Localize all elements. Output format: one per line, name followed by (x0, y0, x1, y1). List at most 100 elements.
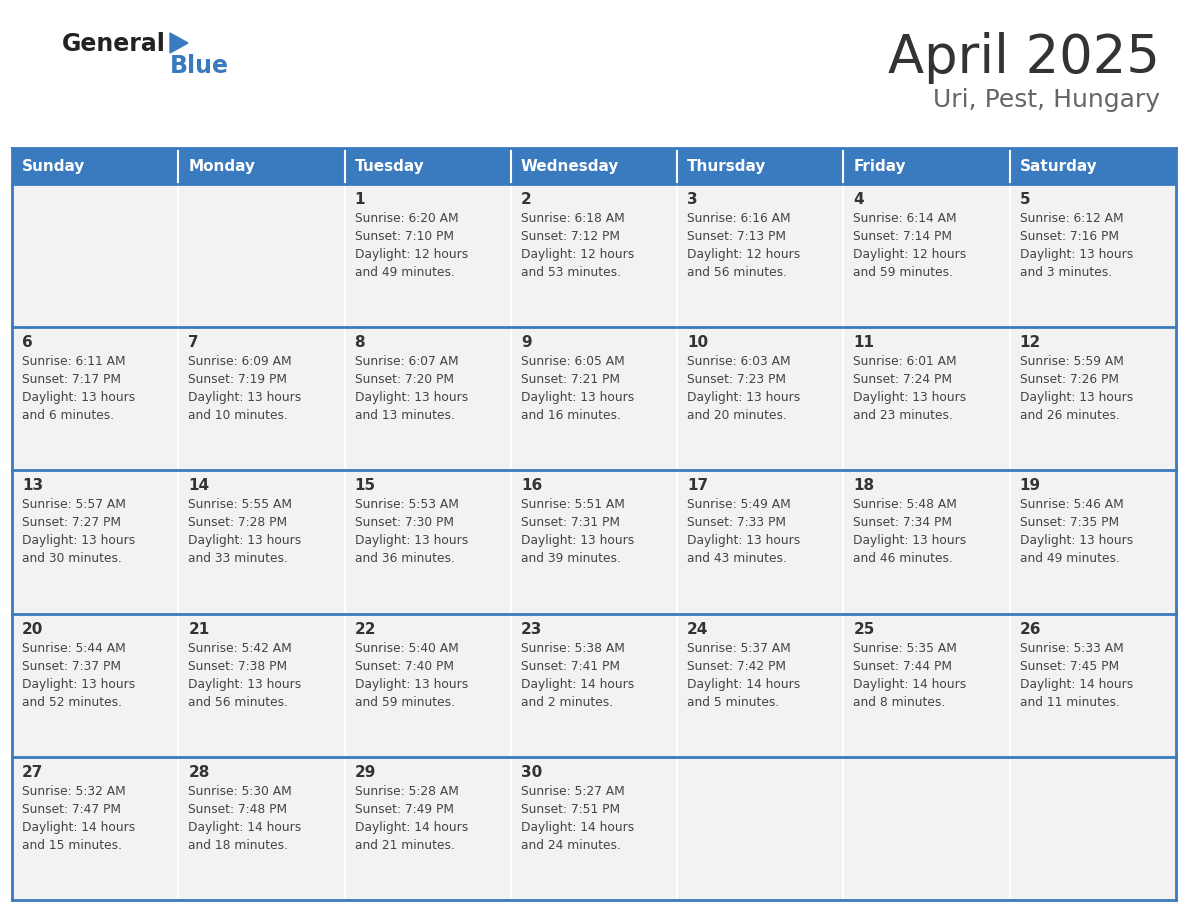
FancyBboxPatch shape (345, 470, 511, 613)
Text: 22: 22 (354, 621, 377, 636)
Text: and 43 minutes.: and 43 minutes. (687, 553, 786, 565)
Text: 14: 14 (188, 478, 209, 493)
Text: Sunset: 7:10 PM: Sunset: 7:10 PM (354, 230, 454, 243)
Polygon shape (170, 33, 188, 53)
FancyBboxPatch shape (178, 184, 345, 327)
Text: 25: 25 (853, 621, 874, 636)
Text: Sunset: 7:34 PM: Sunset: 7:34 PM (853, 517, 953, 530)
Text: Sunset: 7:14 PM: Sunset: 7:14 PM (853, 230, 953, 243)
Text: 13: 13 (23, 478, 43, 493)
Text: Daylight: 12 hours: Daylight: 12 hours (354, 248, 468, 261)
Text: Sunrise: 5:46 AM: Sunrise: 5:46 AM (1019, 498, 1124, 511)
Text: and 59 minutes.: and 59 minutes. (853, 266, 954, 279)
Text: and 52 minutes.: and 52 minutes. (23, 696, 122, 709)
FancyBboxPatch shape (511, 470, 677, 613)
Text: Sunrise: 5:35 AM: Sunrise: 5:35 AM (853, 642, 958, 655)
Text: 27: 27 (23, 765, 44, 779)
FancyBboxPatch shape (843, 613, 1010, 756)
Text: Sunset: 7:27 PM: Sunset: 7:27 PM (23, 517, 121, 530)
Text: Sunrise: 6:14 AM: Sunrise: 6:14 AM (853, 212, 958, 225)
Text: and 16 minutes.: and 16 minutes. (520, 409, 621, 422)
FancyBboxPatch shape (677, 756, 843, 900)
Text: Daylight: 13 hours: Daylight: 13 hours (520, 391, 634, 404)
FancyBboxPatch shape (345, 756, 511, 900)
Text: 23: 23 (520, 621, 542, 636)
Text: Sunrise: 5:53 AM: Sunrise: 5:53 AM (354, 498, 459, 511)
Text: Daylight: 14 hours: Daylight: 14 hours (520, 677, 634, 690)
Text: 24: 24 (687, 621, 708, 636)
Text: Daylight: 13 hours: Daylight: 13 hours (23, 534, 135, 547)
Text: Daylight: 13 hours: Daylight: 13 hours (1019, 534, 1133, 547)
Text: Thursday: Thursday (687, 159, 766, 174)
FancyBboxPatch shape (178, 470, 345, 613)
FancyBboxPatch shape (345, 613, 511, 756)
Text: and 56 minutes.: and 56 minutes. (188, 696, 289, 709)
Text: Daylight: 14 hours: Daylight: 14 hours (188, 821, 302, 834)
Text: Wednesday: Wednesday (520, 159, 619, 174)
Text: Friday: Friday (853, 159, 906, 174)
Text: and 49 minutes.: and 49 minutes. (354, 266, 455, 279)
Text: Daylight: 13 hours: Daylight: 13 hours (1019, 391, 1133, 404)
Text: Daylight: 13 hours: Daylight: 13 hours (354, 391, 468, 404)
Text: Sunrise: 6:11 AM: Sunrise: 6:11 AM (23, 355, 126, 368)
Text: and 53 minutes.: and 53 minutes. (520, 266, 621, 279)
Text: Sunrise: 6:03 AM: Sunrise: 6:03 AM (687, 355, 791, 368)
Text: Sunrise: 5:33 AM: Sunrise: 5:33 AM (1019, 642, 1124, 655)
Text: 5: 5 (1019, 192, 1030, 207)
Text: Sunset: 7:19 PM: Sunset: 7:19 PM (188, 374, 287, 386)
Text: Daylight: 14 hours: Daylight: 14 hours (853, 677, 967, 690)
Text: Daylight: 14 hours: Daylight: 14 hours (520, 821, 634, 834)
Text: 28: 28 (188, 765, 209, 779)
Text: Daylight: 13 hours: Daylight: 13 hours (23, 677, 135, 690)
Text: and 20 minutes.: and 20 minutes. (687, 409, 786, 422)
Text: Sunday: Sunday (23, 159, 86, 174)
Text: and 2 minutes.: and 2 minutes. (520, 696, 613, 709)
Text: 16: 16 (520, 478, 542, 493)
Text: General: General (62, 32, 166, 56)
Text: 26: 26 (1019, 621, 1041, 636)
Text: Sunrise: 6:01 AM: Sunrise: 6:01 AM (853, 355, 958, 368)
Text: 12: 12 (1019, 335, 1041, 350)
Text: Uri, Pest, Hungary: Uri, Pest, Hungary (933, 88, 1159, 112)
FancyBboxPatch shape (677, 184, 843, 327)
Text: Daylight: 13 hours: Daylight: 13 hours (853, 391, 967, 404)
Text: Sunrise: 5:27 AM: Sunrise: 5:27 AM (520, 785, 625, 798)
Text: April 2025: April 2025 (889, 32, 1159, 84)
Text: 11: 11 (853, 335, 874, 350)
FancyBboxPatch shape (677, 470, 843, 613)
Text: Sunrise: 5:28 AM: Sunrise: 5:28 AM (354, 785, 459, 798)
Text: Sunset: 7:42 PM: Sunset: 7:42 PM (687, 660, 786, 673)
Text: Sunrise: 5:42 AM: Sunrise: 5:42 AM (188, 642, 292, 655)
Text: and 49 minutes.: and 49 minutes. (1019, 553, 1119, 565)
Text: Daylight: 14 hours: Daylight: 14 hours (354, 821, 468, 834)
Text: Sunset: 7:16 PM: Sunset: 7:16 PM (1019, 230, 1119, 243)
FancyBboxPatch shape (843, 327, 1010, 470)
Text: Sunset: 7:26 PM: Sunset: 7:26 PM (1019, 374, 1119, 386)
Text: 8: 8 (354, 335, 365, 350)
Text: 10: 10 (687, 335, 708, 350)
Text: and 18 minutes.: and 18 minutes. (188, 839, 289, 852)
Text: 9: 9 (520, 335, 531, 350)
Text: Daylight: 14 hours: Daylight: 14 hours (1019, 677, 1133, 690)
Text: and 46 minutes.: and 46 minutes. (853, 553, 953, 565)
Text: Sunrise: 5:32 AM: Sunrise: 5:32 AM (23, 785, 126, 798)
Text: Sunset: 7:35 PM: Sunset: 7:35 PM (1019, 517, 1119, 530)
Text: Daylight: 13 hours: Daylight: 13 hours (853, 534, 967, 547)
FancyBboxPatch shape (12, 470, 178, 613)
Text: 19: 19 (1019, 478, 1041, 493)
Text: and 10 minutes.: and 10 minutes. (188, 409, 289, 422)
FancyBboxPatch shape (511, 327, 677, 470)
Text: Sunrise: 5:40 AM: Sunrise: 5:40 AM (354, 642, 459, 655)
Text: Daylight: 13 hours: Daylight: 13 hours (188, 677, 302, 690)
Text: 15: 15 (354, 478, 375, 493)
Text: 17: 17 (687, 478, 708, 493)
Text: Daylight: 13 hours: Daylight: 13 hours (354, 534, 468, 547)
Text: Sunset: 7:49 PM: Sunset: 7:49 PM (354, 803, 454, 816)
Text: Daylight: 13 hours: Daylight: 13 hours (188, 391, 302, 404)
Text: Sunrise: 6:12 AM: Sunrise: 6:12 AM (1019, 212, 1124, 225)
Text: Sunset: 7:24 PM: Sunset: 7:24 PM (853, 374, 953, 386)
Text: Sunset: 7:17 PM: Sunset: 7:17 PM (23, 374, 121, 386)
Text: Sunset: 7:51 PM: Sunset: 7:51 PM (520, 803, 620, 816)
FancyBboxPatch shape (511, 184, 677, 327)
Text: Daylight: 13 hours: Daylight: 13 hours (520, 534, 634, 547)
